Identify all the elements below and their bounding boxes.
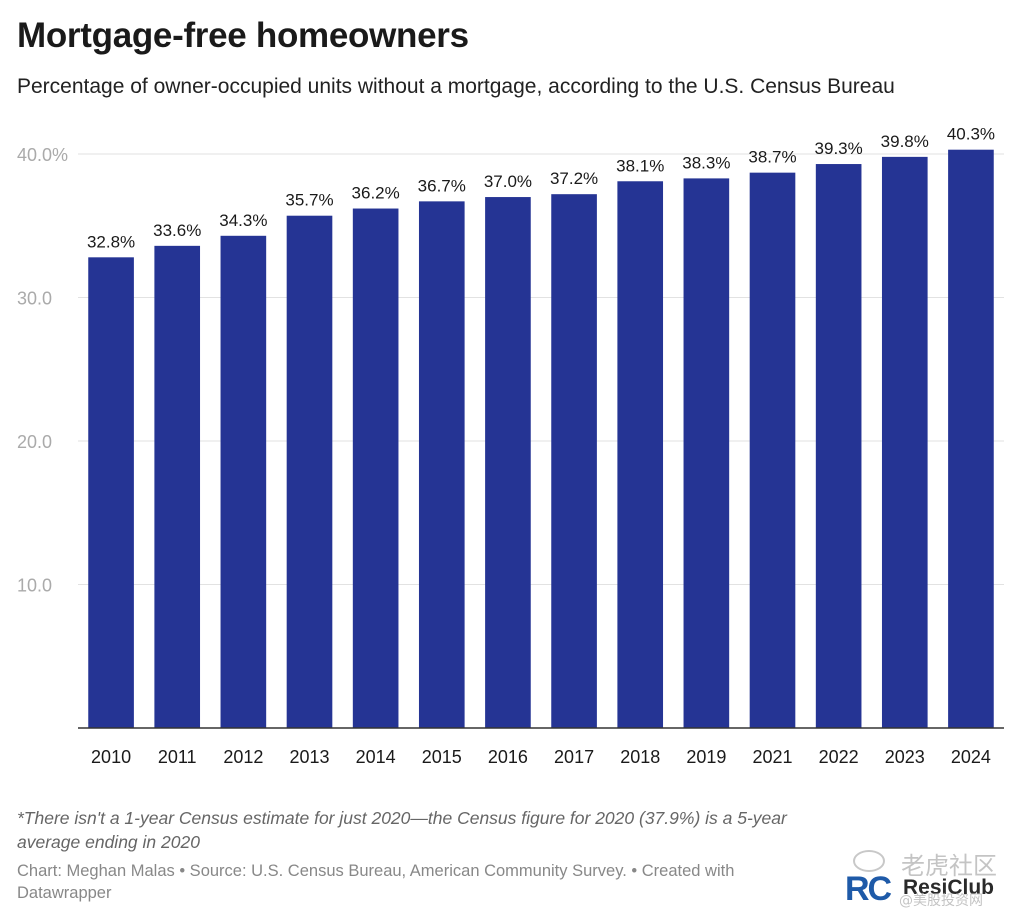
- x-tick-label: 2015: [422, 747, 462, 767]
- logo-name: ResiClub: [903, 876, 995, 899]
- tiger-watermark-icon: [853, 850, 885, 872]
- bar-2010: [88, 257, 134, 728]
- x-tick-label: 2018: [620, 747, 660, 767]
- chart-subtitle: Percentage of owner-occupied units witho…: [17, 75, 895, 98]
- data-label: 35.7%: [285, 191, 333, 210]
- chart-title: Mortgage-free homeowners: [17, 16, 469, 55]
- bar-2016: [485, 197, 531, 729]
- data-labels: 32.8% 33.6% 34.3% 35.7% 36.2% 36.7% 37.0% 37.2%…: [87, 125, 995, 252]
- bar-2011: [154, 245, 201, 728]
- data-label: 33.6%: [153, 221, 201, 240]
- watermark-subtext: @美股投资网: [899, 893, 983, 909]
- x-tick-label: 2014: [356, 747, 396, 767]
- bar-2015: [418, 201, 465, 729]
- x-tick-label: 2024: [951, 747, 991, 767]
- bar-2021: [749, 172, 796, 728]
- gridlines: [78, 153, 1004, 585]
- data-label: 40.3%: [947, 125, 995, 144]
- bar-2013: [286, 215, 333, 728]
- bar-2017: [551, 194, 597, 728]
- data-label: 39.3%: [815, 139, 863, 158]
- data-label: 37.0%: [484, 172, 532, 191]
- data-label: 38.3%: [682, 153, 730, 172]
- footnote: *There isn't a 1-year Census estimate fo…: [17, 808, 787, 852]
- data-label: 38.1%: [616, 156, 664, 175]
- data-label: 39.8%: [881, 132, 929, 151]
- data-label: 36.7%: [418, 176, 466, 195]
- data-label: 32.8%: [87, 232, 135, 251]
- x-tick-label: 2021: [752, 747, 792, 767]
- x-tick-label: 2010: [91, 747, 131, 767]
- data-label: 38.7%: [748, 148, 796, 167]
- x-axis-tick-labels: 2010 2011 2012 2013 2014 2015 2016 2017 2018 2019…: [91, 747, 991, 767]
- x-tick-label: 2017: [554, 747, 594, 767]
- x-tick-label: 2022: [819, 747, 859, 767]
- x-tick-label: 2016: [488, 747, 528, 767]
- bar-2019: [683, 178, 730, 728]
- resiclub-logo: 老虎社区 RC ResiClub @美股投资网: [845, 848, 1020, 909]
- x-tick-label: 2019: [686, 747, 726, 767]
- watermark-text: 老虎社区: [901, 852, 997, 880]
- y-tick-label: 30.0: [17, 289, 52, 309]
- x-tick-label: 2011: [158, 747, 197, 767]
- bars: [88, 149, 994, 729]
- source-credit: Chart: Meghan Malas • Source: U.S. Censu…: [17, 862, 735, 902]
- data-label: 36.2%: [352, 184, 400, 203]
- x-tick-label: 2012: [223, 747, 263, 767]
- y-tick-label: 10.0: [17, 576, 52, 596]
- bar-2024: [948, 149, 994, 728]
- bar-2014: [352, 208, 399, 728]
- rc-logo-mark: RC: [845, 870, 892, 908]
- bar-chart: 10.0 20.0 30.0 40.0% 32.8% 33.6% 34.3% 35.7% 36…: [17, 125, 1004, 767]
- bar-2022: [815, 164, 862, 729]
- y-axis-tick-labels: 10.0 20.0 30.0 40.0%: [17, 145, 68, 596]
- bar-2018: [617, 181, 664, 728]
- y-tick-label: 40.0%: [17, 145, 68, 165]
- x-tick-label: 2023: [885, 747, 925, 767]
- x-tick-label: 2013: [289, 747, 329, 767]
- data-label: 34.3%: [219, 211, 267, 230]
- bar-2012: [220, 235, 267, 729]
- data-label: 37.2%: [550, 169, 598, 188]
- bar-2023: [881, 156, 928, 728]
- y-tick-label: 20.0: [17, 432, 52, 452]
